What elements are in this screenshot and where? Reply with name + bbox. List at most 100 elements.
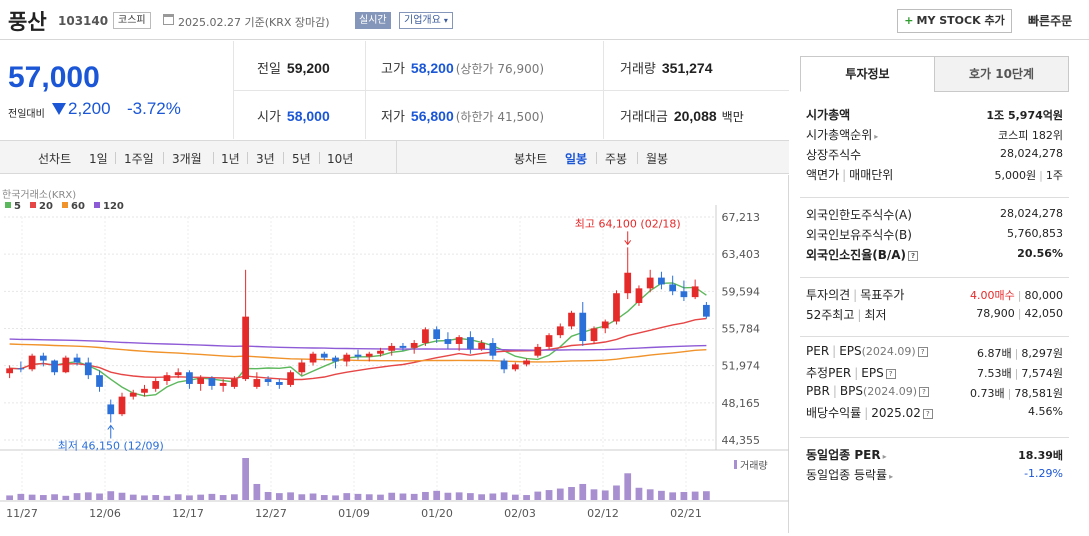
candle-body xyxy=(197,378,205,384)
volume-label: 거래량 xyxy=(620,62,656,77)
y-tick-label: 55,784 xyxy=(722,323,761,336)
info-label-text: 외국인보유주식수(B) xyxy=(806,228,912,242)
info-label-text: PER xyxy=(806,344,830,358)
info-value-text: 20.56% xyxy=(1017,247,1063,260)
volume-bar xyxy=(298,494,306,500)
info-value-text: 8,297원 xyxy=(1021,347,1063,360)
section-divider xyxy=(800,277,1069,278)
x-tick-label: 11/27 xyxy=(6,507,38,520)
candle-body xyxy=(422,329,429,343)
help-icon[interactable]: ? xyxy=(917,347,928,357)
volume-bar xyxy=(28,494,36,500)
info-value-text: 28,024,278 xyxy=(1000,147,1063,160)
info-value-text: 78,581원 xyxy=(1014,387,1063,400)
info-value: 0.73배 | 78,581원 xyxy=(970,385,1063,401)
separator: | xyxy=(832,384,837,398)
candle-weekly[interactable]: 주봉 xyxy=(605,152,628,166)
invest-info-panel: 투자정보 호가 10단계 시가총액 1조 5,974억원 시가총액순위 ▸ 코스피 18… xyxy=(800,56,1069,496)
info-value-text: 7.53배 xyxy=(977,367,1012,380)
volume-bar xyxy=(646,489,654,500)
period-1y[interactable]: 1년 xyxy=(221,152,240,166)
candle-body xyxy=(17,368,25,370)
info-value: 코스피 182위 xyxy=(998,127,1063,143)
price-change: 2,200 xyxy=(52,99,111,119)
period-5y[interactable]: 5년 xyxy=(292,152,311,166)
info-label: 동일업종 등락률 ▸ xyxy=(806,466,893,483)
help-icon[interactable]: ? xyxy=(885,369,896,379)
volume-bar xyxy=(467,493,474,500)
candle-body xyxy=(219,382,227,386)
caret-right-icon[interactable]: ▸ xyxy=(874,132,879,141)
info-row-valuation: 추정PER | EPS? 7.53배 | 7,574원 xyxy=(806,362,1063,382)
ma-line-5 xyxy=(9,282,707,397)
ma-line-20 xyxy=(9,317,707,381)
candle-daily[interactable]: 일봉 xyxy=(565,152,588,166)
candle-body xyxy=(691,286,699,298)
ma-line-120 xyxy=(9,338,707,351)
info-label-text: BPS xyxy=(839,384,863,398)
info-row-market-cap: 상장주식수 28,024,278 xyxy=(806,144,1063,164)
caret-right-icon[interactable]: ▸ xyxy=(882,452,887,461)
volume-bar xyxy=(197,494,205,500)
volume-bar xyxy=(691,491,699,500)
candle-body xyxy=(624,272,632,294)
candle-monthly[interactable]: 월봉 xyxy=(646,152,669,166)
info-row-valuation: PER | EPS(2024.09)? 6.87배 | 8,297원 xyxy=(806,342,1063,362)
candle-body xyxy=(129,392,137,397)
low-cell: 저가 56,800 (하한가 41,500) xyxy=(381,106,544,125)
info-label-text: 액면가 xyxy=(806,168,840,182)
volume-bar xyxy=(163,495,171,500)
info-label-text: 외국인소진율(B/A) xyxy=(806,248,907,262)
volume-bar xyxy=(703,491,710,500)
candle-body xyxy=(343,354,351,362)
period-3y[interactable]: 3년 xyxy=(256,152,275,166)
info-row-foreign: 외국인소진율(B/A)? 20.56% xyxy=(806,244,1063,264)
volume-bar xyxy=(275,493,283,500)
info-label: 외국인소진율(B/A)? xyxy=(806,246,919,263)
company-overview-dropdown[interactable]: 기업개요 ▾ xyxy=(399,12,453,29)
realtime-button[interactable]: 실시간 xyxy=(355,12,391,29)
volume-bar xyxy=(579,483,587,500)
price-change-value: 2,200 xyxy=(68,99,111,118)
candle-body xyxy=(478,342,485,349)
x-tick-label: 12/06 xyxy=(89,507,121,520)
volume-bar xyxy=(253,483,261,500)
candle-body xyxy=(568,312,575,327)
candle-body xyxy=(62,357,70,373)
candle-body xyxy=(455,337,463,344)
info-label-text: 동일업종 PER xyxy=(806,448,881,462)
period-10y[interactable]: 10년 xyxy=(327,152,354,166)
volume-bar xyxy=(39,495,47,500)
help-icon[interactable]: ? xyxy=(919,387,930,397)
volume-bar xyxy=(152,495,160,500)
help-icon[interactable]: ? xyxy=(908,251,919,261)
quick-order-link[interactable]: 빠른주문 xyxy=(1028,14,1073,28)
add-mystock-label: MY STOCK 추가 xyxy=(916,14,1005,27)
open-cell: 시가 58,000 xyxy=(257,106,330,125)
candle-chart-label: 봉차트 xyxy=(514,152,548,166)
caret-right-icon[interactable]: ▸ xyxy=(889,472,894,481)
tab-invest-info[interactable]: 투자정보 xyxy=(800,56,935,92)
separator: | xyxy=(854,366,859,380)
info-value: 5,000원 | 1주 xyxy=(995,167,1063,183)
x-tick-label: 01/09 xyxy=(338,507,370,520)
candle-body xyxy=(186,372,193,384)
candle-body xyxy=(287,372,294,385)
separator: | xyxy=(1017,289,1022,302)
candle-body xyxy=(388,345,396,351)
info-label: PER | EPS(2024.09)? xyxy=(806,344,928,358)
stock-header: 풍산 103140 코스피 2025.02.27 기준(KRX 장마감) 실시간… xyxy=(0,0,1089,40)
period-3m[interactable]: 3개월 xyxy=(172,152,202,166)
period-1w[interactable]: 1주일 xyxy=(124,152,154,166)
stock-code: 103140 xyxy=(58,14,109,28)
info-label-date: (2024.09) xyxy=(862,385,918,398)
candle-body xyxy=(579,312,587,342)
x-tick-label: 12/27 xyxy=(255,507,287,520)
info-row-industry: 동일업종 등락률 ▸ -1.29% xyxy=(806,464,1063,484)
info-value-text: 0.73배 xyxy=(970,387,1005,400)
add-mystock-button[interactable]: + MY STOCK 추가 xyxy=(897,9,1012,33)
period-1d[interactable]: 1일 xyxy=(89,152,108,166)
volume-bar xyxy=(444,492,452,500)
help-icon[interactable]: ? xyxy=(922,409,933,419)
tab-quote-10[interactable]: 호가 10단계 xyxy=(934,56,1069,92)
